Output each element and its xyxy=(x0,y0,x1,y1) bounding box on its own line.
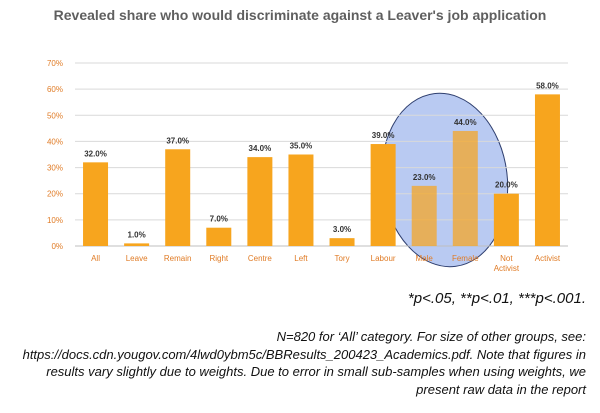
y-tick-label: 70% xyxy=(47,59,63,68)
y-tick-label: 50% xyxy=(47,111,63,120)
y-tick-label: 10% xyxy=(47,216,63,225)
bar xyxy=(165,149,191,246)
sample-footnote: N=820 for ‘All’ category. For size of ot… xyxy=(22,329,586,397)
data-label: 44.0% xyxy=(454,118,477,127)
data-label: 32.0% xyxy=(84,149,107,158)
category-label: Labour xyxy=(371,254,396,263)
category-label: Not xyxy=(500,254,513,263)
data-label: 39.0% xyxy=(372,131,395,140)
chart-title: Revealed share who would discriminate ag… xyxy=(53,7,547,23)
category-label: Activist xyxy=(494,264,520,273)
category-label: Left xyxy=(294,254,308,263)
category-label: Tory xyxy=(334,254,349,263)
data-label: 1.0% xyxy=(128,230,146,239)
significance-note: *p<.05, **p<.01, ***p<.001. xyxy=(407,290,586,307)
bar xyxy=(124,243,150,246)
y-tick-label: 0% xyxy=(51,242,63,251)
y-tick-label: 20% xyxy=(47,190,63,199)
bar xyxy=(247,157,273,246)
y-tick-label: 40% xyxy=(47,137,63,146)
data-label: 23.0% xyxy=(413,173,436,182)
bar xyxy=(206,227,232,246)
bar xyxy=(83,162,109,246)
category-label: Leave xyxy=(126,254,148,263)
category-label: Male xyxy=(416,254,434,263)
category-label: Activist xyxy=(535,254,561,263)
bar xyxy=(493,193,519,246)
data-label: 20.0% xyxy=(495,181,518,190)
bar xyxy=(411,185,437,246)
category-label: All xyxy=(91,254,100,263)
category-label: Remain xyxy=(164,254,192,263)
data-label: 58.0% xyxy=(536,81,559,90)
data-label: 34.0% xyxy=(249,144,272,153)
bar-chart: 0% 10% 20% 30% 40% 50% 60% 70% 32.0% All 1.0% Leave… xyxy=(47,59,568,273)
bar xyxy=(288,154,314,246)
category-label: Centre xyxy=(248,254,273,263)
bar xyxy=(370,144,396,246)
data-label: 35.0% xyxy=(290,142,313,151)
bar xyxy=(534,94,560,246)
data-label: 3.0% xyxy=(333,225,351,234)
bar xyxy=(452,130,478,246)
data-label: 37.0% xyxy=(166,136,189,145)
category-label: Right xyxy=(209,254,228,263)
bar xyxy=(329,238,355,246)
data-label: 7.0% xyxy=(210,215,228,224)
y-tick-label: 30% xyxy=(47,164,63,173)
y-tick-label: 60% xyxy=(47,85,63,94)
category-label: Female xyxy=(452,254,479,263)
